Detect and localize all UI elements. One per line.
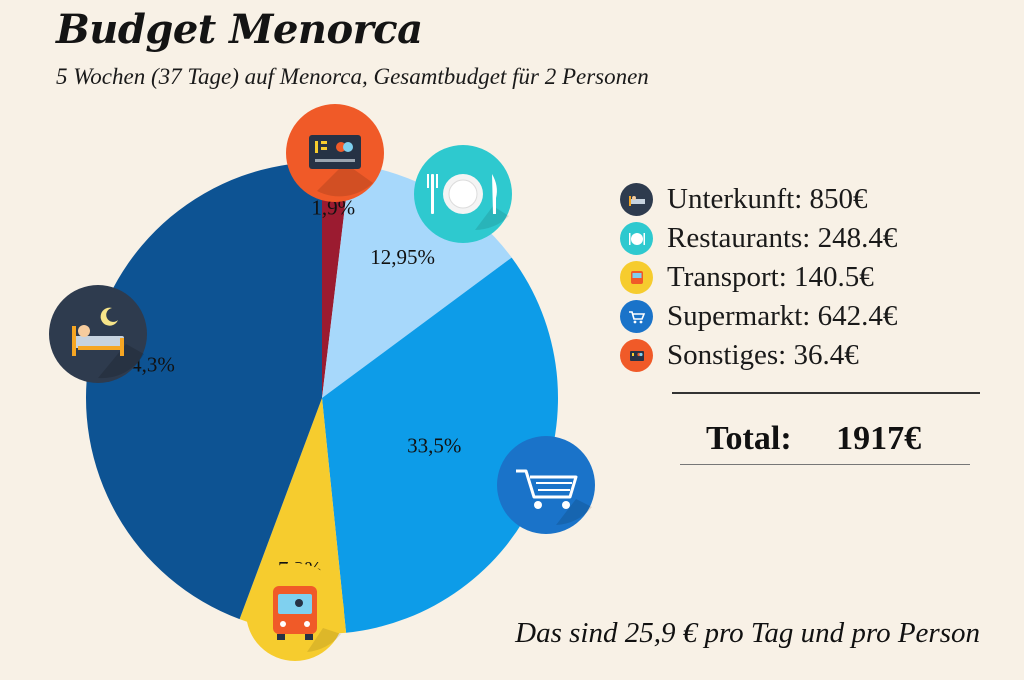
bus-icon (246, 563, 344, 661)
total-row: Total: 1917€ (706, 420, 921, 458)
plate-cutlery-icon (414, 145, 512, 243)
icon-badges (49, 104, 595, 661)
shopping-cart-icon (497, 436, 595, 534)
legend-label-restaurants: Restaurants: 248.4€ (667, 222, 898, 254)
pie-slice-sonstiges (322, 162, 351, 398)
total-underline (680, 464, 970, 465)
legend: Unterkunft: 850€ Restaurants: 248.4€ Trans… (620, 180, 1000, 375)
slice-label-supermarkt: 33,5% (407, 433, 461, 457)
legend-item-sonstiges: Sonstiges: 36.4€ (620, 336, 1000, 375)
legend-label-unterkunft: Unterkunft: 850€ (667, 183, 868, 215)
legend-label-supermarkt: Supermarkt: 642.4€ (667, 300, 898, 332)
shopping-cart-icon (620, 300, 653, 333)
credit-card-icon (620, 339, 653, 372)
pie-slice-supermarkt (322, 257, 558, 633)
legend-item-transport: Transport: 140.5€ (620, 258, 1000, 297)
legend-item-supermarkt: Supermarkt: 642.4€ (620, 297, 1000, 336)
total-label: Total: (706, 420, 792, 457)
chart-subtitle: 5 Wochen (37 Tage) auf Menorca, Gesamtbu… (56, 64, 649, 89)
bus-icon (620, 261, 653, 294)
slice-label-restaurants: 12,95% (370, 245, 435, 269)
pie-slice-unterkunft (86, 162, 323, 620)
bed-icon (49, 285, 147, 383)
footer-note: Das sind 25,9 € pro Tag und pro Person (515, 617, 980, 649)
legend-divider (672, 392, 980, 394)
bed-icon (620, 183, 653, 216)
legend-item-unterkunft: Unterkunft: 850€ (620, 180, 1000, 219)
legend-item-restaurants: Restaurants: 248.4€ (620, 219, 1000, 258)
plate-cutlery-icon (620, 222, 653, 255)
credit-card-icon (286, 104, 384, 202)
legend-label-sonstiges: Sonstiges: 36.4€ (667, 339, 859, 371)
total-value: 1917€ (836, 420, 922, 457)
chart-title: Budget Menorca (56, 6, 423, 53)
legend-label-transport: Transport: 140.5€ (667, 261, 874, 293)
